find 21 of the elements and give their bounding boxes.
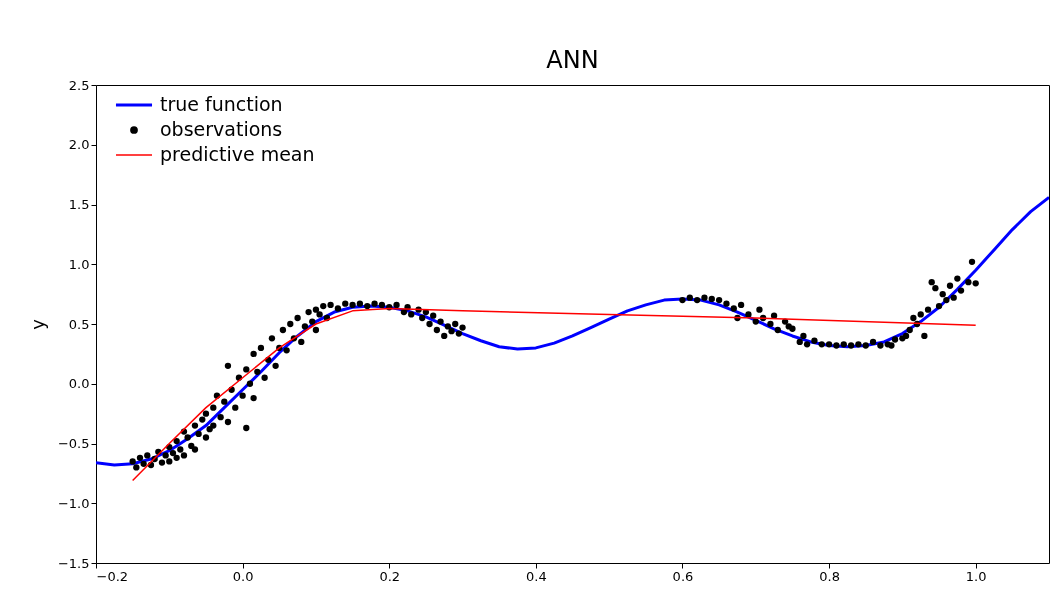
legend-label: true function bbox=[160, 93, 283, 115]
y-tick-label: −1.5 bbox=[57, 555, 90, 571]
y-axis-title: y bbox=[26, 318, 48, 330]
y-tick-label: 1.0 bbox=[68, 256, 90, 272]
x-tick-label: 0.2 bbox=[379, 568, 401, 584]
y-tick-label: 2.5 bbox=[68, 77, 90, 93]
x-tick-label: 1.0 bbox=[965, 568, 987, 584]
y-tick-label: 0.0 bbox=[68, 376, 90, 392]
y-tick-label: 0.5 bbox=[68, 316, 90, 332]
x-tick-label: 0.0 bbox=[232, 568, 254, 584]
x-tick-label: 0.8 bbox=[819, 568, 840, 584]
legend-label: predictive mean bbox=[160, 143, 315, 165]
x-tick-label: 0.4 bbox=[526, 568, 547, 584]
y-tick-label: −0.5 bbox=[57, 436, 90, 451]
x-tick-label: −0.2 bbox=[96, 568, 129, 584]
chart-title: ANN bbox=[546, 46, 599, 74]
x-tick-label: 0.6 bbox=[672, 568, 694, 584]
legend-label: observations bbox=[160, 118, 283, 140]
y-tick-label: −1.0 bbox=[57, 495, 90, 511]
y-tick-label: 2.0 bbox=[68, 137, 90, 153]
y-tick-label: 1.5 bbox=[68, 197, 90, 212]
